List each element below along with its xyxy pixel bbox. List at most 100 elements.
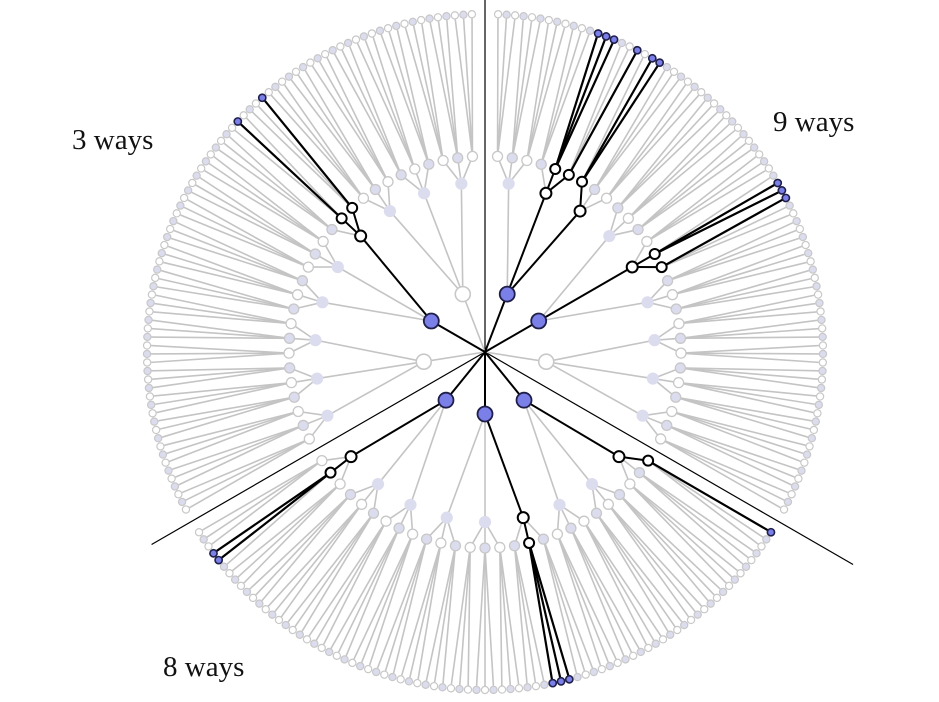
leaf-node [325, 647, 334, 657]
edge [554, 36, 598, 170]
sector-divider-line [151, 351, 486, 546]
edge [153, 311, 292, 325]
level3-node [670, 391, 682, 403]
edge [462, 18, 474, 157]
level3-node [283, 347, 295, 359]
leaf-node [781, 193, 791, 203]
leaf-node [585, 26, 595, 35]
leaf-node [703, 93, 712, 102]
edge [178, 424, 304, 486]
leaf-node [597, 664, 607, 674]
level2-node [636, 409, 649, 422]
level2-node [309, 334, 322, 347]
leaf-node [277, 77, 287, 86]
level2-node [331, 260, 344, 274]
level3-node [565, 522, 577, 534]
leaf-node [744, 136, 754, 146]
leaf-node [302, 635, 312, 644]
edge [412, 25, 444, 161]
leaf-node [697, 88, 706, 97]
edge [261, 494, 352, 602]
level2-node [417, 187, 431, 200]
level2-node [354, 229, 368, 243]
level1-node [537, 353, 555, 370]
edge [151, 336, 290, 340]
leaf-node [170, 482, 180, 491]
edge [637, 142, 747, 231]
edge [680, 319, 818, 340]
leaf-node [356, 661, 365, 671]
leaf-node [733, 123, 743, 132]
leaf-node [564, 674, 574, 684]
edge [678, 381, 814, 414]
edge [637, 136, 741, 231]
edge [255, 494, 352, 596]
leaf-node [683, 77, 693, 86]
level3-node [666, 289, 679, 301]
edge [368, 533, 414, 666]
edge [191, 191, 316, 255]
edge [181, 438, 310, 494]
leaf-node [188, 178, 197, 188]
leaf-node [569, 21, 578, 31]
level3-node [296, 275, 309, 287]
level1-node [476, 405, 494, 423]
level2-node [316, 296, 329, 309]
edge [680, 344, 819, 354]
level2-node [478, 515, 492, 529]
edge [232, 483, 341, 572]
level3-node [309, 248, 321, 260]
edge [661, 206, 787, 268]
leaf-node [757, 542, 766, 551]
leaf-node [510, 11, 520, 20]
level3-node [508, 540, 521, 552]
edge [157, 286, 294, 310]
leaf-node [797, 466, 806, 475]
edge [326, 361, 425, 417]
leaf-node [375, 26, 385, 35]
level3-node [288, 391, 300, 403]
leaf-node [810, 273, 819, 283]
edge [322, 520, 387, 645]
edge [206, 459, 323, 538]
leaf-node [802, 450, 812, 459]
leaf-node [816, 383, 826, 393]
level3-node [642, 454, 655, 467]
leaf-node [783, 497, 793, 507]
edge [437, 21, 459, 159]
edge [629, 483, 733, 578]
edge [326, 57, 389, 183]
leaf-node [459, 10, 468, 19]
edge [166, 410, 299, 455]
leaf-node [514, 684, 524, 693]
edge [301, 512, 375, 632]
leaf-node [593, 29, 603, 38]
edge [595, 512, 669, 632]
edge [462, 293, 486, 353]
edge [165, 253, 298, 296]
leaf-node [724, 581, 734, 591]
leaf-node [149, 282, 158, 291]
leaf-node [222, 130, 231, 139]
edge [417, 542, 442, 680]
edge [506, 210, 581, 295]
edge [680, 336, 819, 340]
level2-node [539, 186, 553, 200]
edge [540, 29, 574, 165]
leaf-node [143, 366, 152, 376]
edge [676, 277, 812, 310]
leaf-node [777, 186, 787, 195]
leaf-node [144, 315, 153, 325]
level3-node [674, 332, 687, 344]
leaf-node [601, 32, 611, 41]
level3-node [449, 540, 462, 552]
edge [446, 20, 459, 158]
edge [546, 339, 655, 363]
leaf-node [257, 93, 267, 103]
edge [283, 84, 365, 199]
edge [315, 520, 387, 641]
level3-node [382, 176, 394, 188]
edge [661, 214, 790, 268]
edge [297, 74, 377, 190]
leaf-node [813, 409, 822, 418]
